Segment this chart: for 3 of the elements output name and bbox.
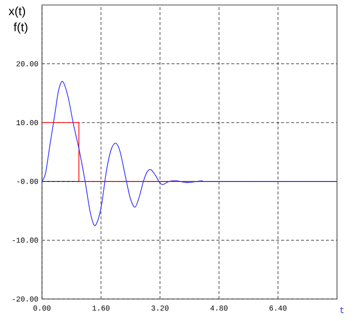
y-axis-title: x(t): [8, 6, 26, 18]
x-axis-title: t: [340, 307, 344, 314]
text: f(t): [14, 22, 28, 34]
